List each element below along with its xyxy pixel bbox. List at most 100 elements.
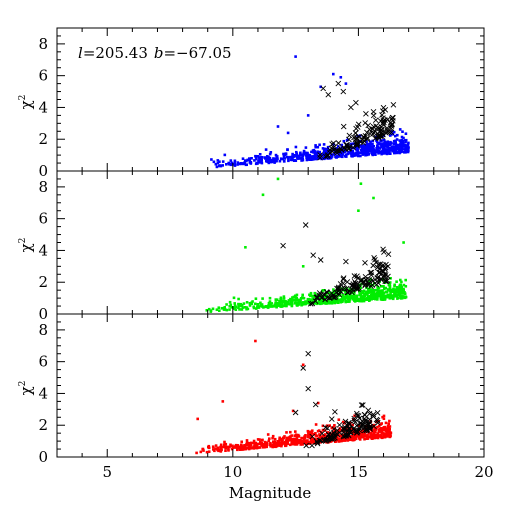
square-point <box>342 139 346 143</box>
square-point <box>271 304 275 308</box>
cross-point <box>335 80 342 87</box>
square-point <box>328 301 331 304</box>
square-point <box>392 287 395 291</box>
square-point <box>256 305 260 308</box>
square-point <box>213 449 216 453</box>
square-point <box>214 447 217 450</box>
square-point <box>380 436 383 439</box>
square-point <box>357 209 360 212</box>
cross-point <box>352 280 359 287</box>
square-point <box>387 295 391 298</box>
square-point <box>395 138 399 141</box>
square-point <box>388 428 391 431</box>
cross-point <box>369 282 376 288</box>
square-point <box>371 437 374 440</box>
square-point <box>332 288 335 291</box>
cross-point <box>322 424 329 431</box>
square-point <box>380 434 383 438</box>
square-point <box>311 155 314 158</box>
y-tick-label: 6 <box>38 353 48 371</box>
square-point <box>383 150 387 153</box>
square-point <box>282 299 285 303</box>
square-point <box>291 409 295 413</box>
square-point <box>309 438 313 442</box>
square-point <box>299 443 302 446</box>
square-point <box>289 436 292 439</box>
square-point <box>389 434 392 438</box>
square-point <box>273 303 277 307</box>
cross-point <box>331 294 338 301</box>
cross-point <box>312 298 319 305</box>
square-point <box>338 427 342 430</box>
square-point <box>256 438 260 441</box>
square-point <box>320 299 324 303</box>
square-point <box>345 293 348 297</box>
square-point <box>306 299 310 302</box>
cross-point <box>361 427 368 434</box>
square-point <box>332 72 335 76</box>
square-point <box>262 443 266 447</box>
square-point <box>283 440 287 444</box>
cross-point <box>354 124 361 130</box>
square-point <box>339 300 343 304</box>
square-point <box>256 155 260 158</box>
square-point <box>336 301 340 304</box>
square-point <box>362 297 365 300</box>
square-point <box>214 162 218 166</box>
square-point <box>372 423 376 427</box>
square-point <box>228 305 231 308</box>
square-point <box>238 308 241 311</box>
cross-point <box>353 140 360 147</box>
square-point <box>264 305 268 309</box>
cross-point <box>377 271 384 278</box>
x-tick-label: 15 <box>349 463 368 481</box>
square-point <box>389 277 392 280</box>
square-point <box>395 294 399 298</box>
cross-point <box>367 269 374 276</box>
square-point <box>326 148 329 151</box>
square-point <box>381 298 384 301</box>
square-point <box>376 291 380 294</box>
square-point <box>265 445 268 449</box>
square-point <box>391 149 395 153</box>
square-point <box>397 292 400 295</box>
square-point <box>368 294 371 298</box>
square-point <box>386 424 390 428</box>
square-point <box>202 449 205 452</box>
square-point <box>294 294 297 298</box>
cross-point <box>330 140 337 147</box>
cross-point <box>390 101 397 108</box>
cross-point <box>363 110 369 117</box>
square-point <box>398 128 402 131</box>
square-point <box>399 296 403 300</box>
square-point <box>207 444 211 448</box>
square-point <box>286 442 289 445</box>
square-point <box>303 435 306 438</box>
square-point <box>260 156 264 159</box>
cross-point <box>305 385 312 392</box>
square-point <box>281 442 285 445</box>
cross-point <box>329 148 336 155</box>
square-point <box>365 153 369 157</box>
cross-point <box>366 410 373 417</box>
square-point <box>299 153 302 156</box>
square-point <box>345 436 349 440</box>
square-point <box>311 149 315 152</box>
square-point <box>340 439 343 443</box>
cross-point <box>360 402 366 408</box>
cross-point <box>342 418 349 425</box>
square-point <box>403 296 406 299</box>
square-point <box>238 162 242 166</box>
square-point <box>350 435 353 438</box>
square-point <box>398 139 402 142</box>
y-tick-label: 4 <box>38 98 48 116</box>
square-point <box>219 443 223 447</box>
square-point <box>400 295 403 298</box>
y-axis-label-bottom-text: χ2 <box>17 381 35 396</box>
square-point <box>283 160 286 163</box>
cross-point <box>325 91 332 98</box>
square-point <box>330 155 334 158</box>
square-point <box>318 433 321 436</box>
square-point <box>281 304 284 308</box>
square-point <box>313 291 317 295</box>
